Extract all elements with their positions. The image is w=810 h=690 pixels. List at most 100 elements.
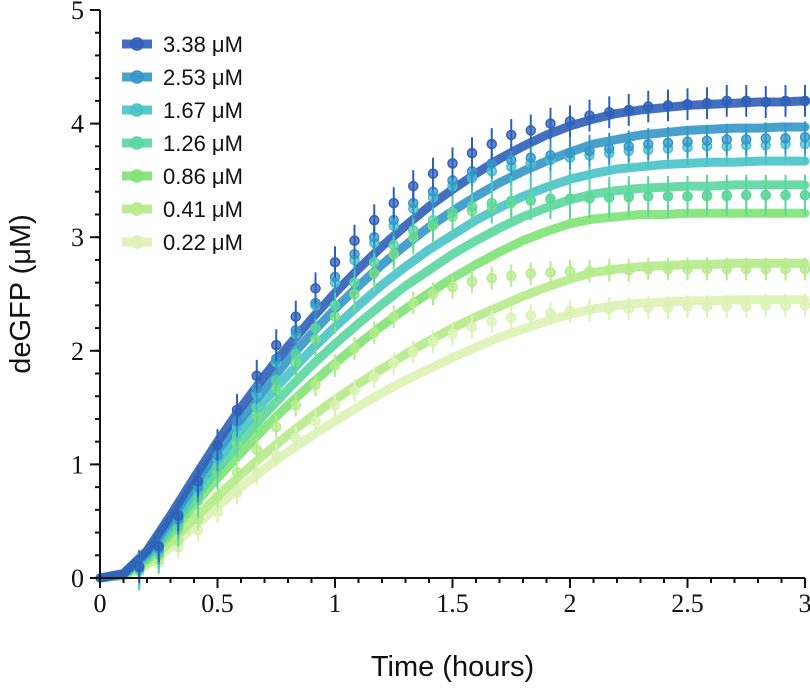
data-point [564, 305, 576, 317]
axes: 0 0.5 1 1.5 2 2.5 3 0 1 2 3 4 5 [71, 0, 810, 618]
legend-label: 3.38 μM [163, 32, 243, 57]
data-point [564, 193, 576, 204]
legend-swatch-marker [130, 235, 144, 249]
data-point [780, 95, 791, 107]
data-point [231, 487, 243, 499]
data-point [251, 444, 262, 455]
data-point [212, 506, 223, 518]
data-point [525, 125, 537, 136]
data-point [741, 189, 752, 201]
y-tick-label: 0 [71, 564, 84, 593]
data-point [271, 421, 282, 433]
data-point [545, 267, 556, 278]
data-point [603, 264, 615, 276]
y-tick-label: 1 [71, 450, 84, 479]
plot-area [95, 84, 810, 591]
fit-line [95, 258, 810, 583]
data-point [271, 450, 282, 461]
data-point [192, 476, 204, 487]
data-point [427, 288, 439, 300]
data-point [349, 385, 360, 396]
x-tick-label: 0 [94, 589, 107, 618]
data-point [760, 300, 772, 311]
data-point [133, 561, 145, 572]
data-point [564, 147, 576, 159]
data-point [643, 101, 654, 112]
data-point [603, 106, 615, 118]
data-point [780, 263, 791, 275]
data-point [466, 276, 478, 287]
data-point [780, 133, 791, 144]
legend: 3.38 μM 2.53 μM 1.67 μM 1.26 μM 0.86 μM 0.41 … [122, 32, 243, 255]
data-point [603, 143, 615, 154]
data-point [349, 235, 360, 246]
data-point [721, 95, 732, 107]
data-point [525, 310, 537, 321]
data-point [643, 138, 654, 150]
data-point [408, 225, 419, 236]
data-point [329, 256, 341, 268]
data-point [741, 95, 752, 107]
data-point [486, 197, 497, 209]
data-point [388, 311, 399, 322]
data-point [466, 147, 478, 159]
legend-swatch-marker [130, 37, 144, 51]
data-point [760, 133, 772, 144]
data-point [799, 263, 810, 275]
data-point [584, 192, 595, 203]
data-point [584, 266, 595, 277]
legend-swatch-marker [130, 70, 144, 84]
x-tick-label: 0.5 [201, 589, 234, 618]
data-point [701, 135, 713, 146]
data-point [701, 263, 713, 275]
x-tick-label: 1.5 [436, 589, 469, 618]
data-point [545, 193, 556, 204]
data-point [662, 191, 674, 202]
data-point [486, 158, 497, 169]
data-point [506, 129, 517, 141]
data-point [623, 264, 634, 276]
data-point [643, 302, 654, 313]
x-tick-label: 2.5 [671, 589, 704, 618]
data-point [662, 100, 674, 111]
data-point [173, 510, 184, 521]
data-point [310, 415, 321, 427]
data-point [329, 400, 341, 411]
x-axis-title: Time (hours) [371, 651, 534, 683]
data-point [231, 467, 243, 478]
data-point [408, 180, 419, 192]
data-point [701, 301, 713, 312]
y-tick-label: 5 [71, 0, 84, 25]
data-point [623, 141, 634, 152]
data-point [486, 272, 497, 284]
data-point [545, 150, 556, 161]
data-point [349, 343, 360, 354]
data-point [310, 322, 321, 334]
data-point [290, 400, 302, 411]
data-point [427, 214, 439, 226]
data-point [486, 316, 497, 327]
data-point [271, 339, 282, 351]
data-point [682, 301, 693, 312]
data-point [506, 195, 517, 207]
data-point [251, 468, 262, 479]
data-point [662, 137, 674, 149]
legend-label: 0.41 μM [163, 197, 243, 222]
legend-label: 0.86 μM [163, 164, 243, 189]
data-point [466, 321, 478, 333]
legend-swatch-marker [130, 136, 144, 150]
x-tick-label: 3 [799, 589, 810, 618]
data-point [408, 297, 419, 309]
data-point [584, 145, 595, 157]
y-tick-label: 2 [71, 337, 84, 366]
data-point [603, 303, 615, 315]
data-point [682, 263, 693, 275]
data-point [682, 99, 693, 110]
data-point [799, 95, 810, 107]
data-point [506, 270, 517, 282]
data-point [525, 152, 537, 163]
data-point [623, 104, 634, 116]
data-point [545, 308, 556, 319]
legend-swatch-marker [130, 202, 144, 216]
